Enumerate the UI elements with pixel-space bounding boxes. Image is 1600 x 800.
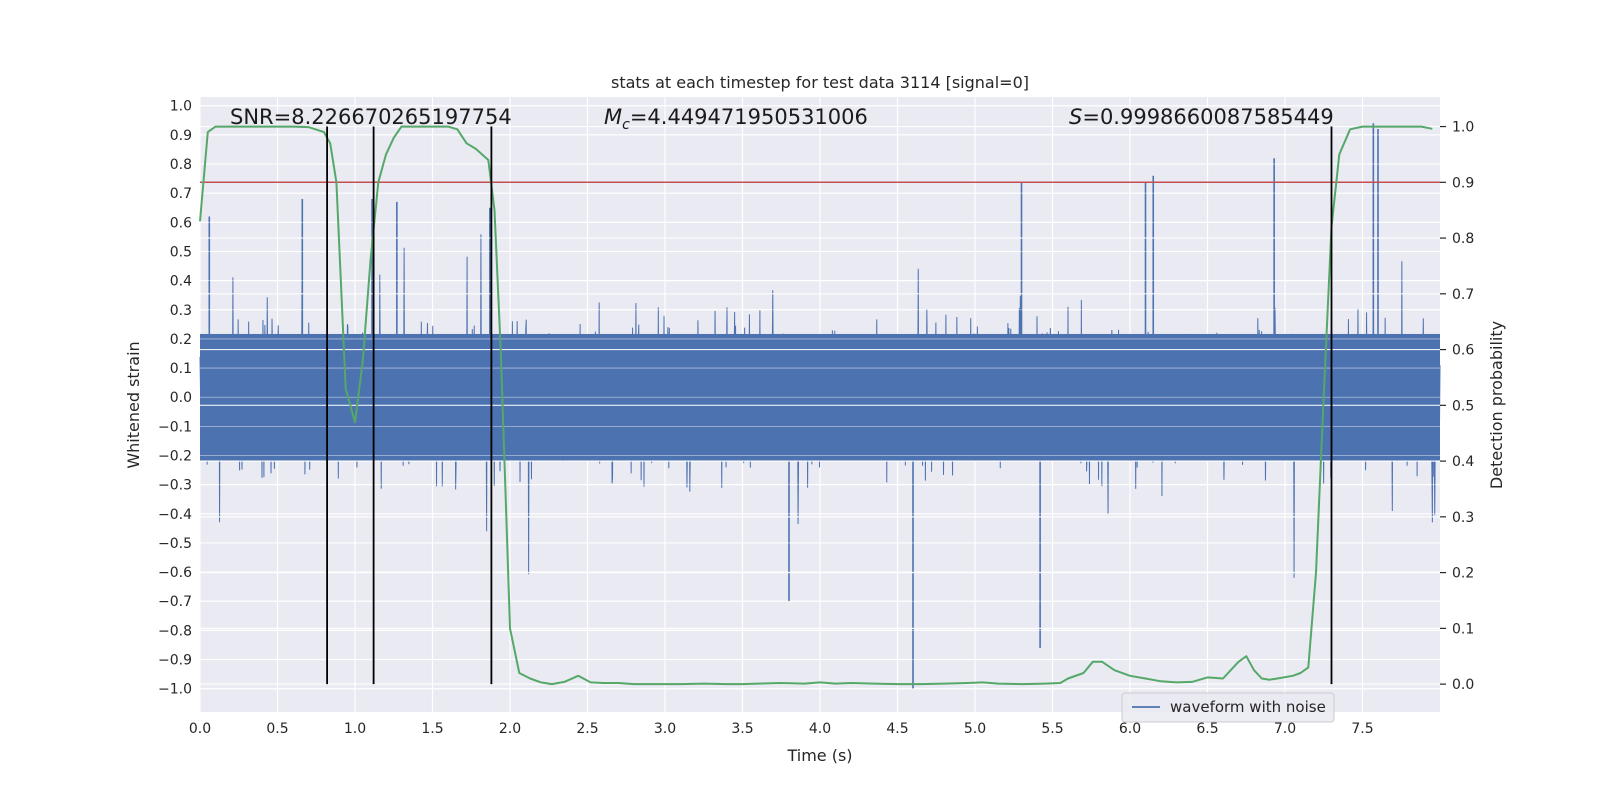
snr-annotation: SNR=8.226670265197754	[230, 105, 512, 129]
s-annotation: S=0.9998660087585449	[1069, 105, 1334, 129]
s-value: =0.9998660087585449	[1082, 105, 1333, 129]
y-left-tick-label-17: −0.7	[158, 594, 192, 610]
y-left-tick-label-12: −0.2	[158, 449, 192, 465]
y-right-tick-label-10: 0.0	[1452, 677, 1474, 693]
legend-box	[1121, 692, 1335, 723]
x-tick-label-4: 2.0	[499, 721, 521, 737]
y-axis-label-right: Detection probability	[1487, 321, 1506, 489]
y-left-tick-label-8: 0.2	[170, 332, 192, 348]
y-left-tick-label-19: −0.9	[158, 653, 192, 669]
chart-title: stats at each timestep for test data 311…	[611, 73, 1029, 92]
y-left-tick-label-2: 0.8	[170, 157, 192, 173]
y-left-tick-label-0: 1.0	[170, 99, 192, 115]
y-left-tick-label-10: 0.0	[170, 390, 192, 406]
y-left-tick-label-6: 0.4	[170, 274, 192, 290]
y-left-tick-label-4: 0.6	[170, 215, 192, 231]
y-right-tick-label-4: 0.6	[1452, 343, 1474, 359]
y-left-tick-label-15: −0.5	[158, 536, 192, 552]
x-tick-label-13: 6.5	[1196, 721, 1218, 737]
y-left-tick-label-5: 0.5	[170, 244, 192, 260]
mc-symbol: M	[604, 105, 622, 129]
x-tick-label-3: 1.5	[421, 721, 443, 737]
y-right-tick-label-5: 0.5	[1452, 398, 1474, 414]
y-left-tick-label-16: −0.6	[158, 565, 192, 581]
x-tick-label-9: 4.5	[886, 721, 908, 737]
mc-value: =4.449471950531006	[630, 105, 868, 129]
y-right-tick-label-6: 0.4	[1452, 454, 1474, 470]
x-ticks: 0.0 0.5 1.0 1.5 2.0 2.5 3.0 3.5 4.0 4.5 5.0 5.5 6.0 6…	[189, 721, 1374, 737]
y-axis-label-left: Whitened strain	[124, 341, 143, 468]
y-right-tick-label-2: 0.8	[1452, 231, 1474, 247]
y-left-tick-label-14: −0.4	[158, 507, 192, 523]
probability-line	[199, 125, 1433, 686]
y-left-ticks: 1.0 0.9 0.8 0.7 0.6 0.5 0.4 0.3 0.2 0.1 0.0 −0.1 −0.…	[158, 99, 192, 698]
y-left-tick-label-20: −1.0	[158, 682, 192, 698]
x-tick-label-2: 1.0	[344, 721, 366, 737]
mc-subscript: c	[622, 117, 630, 133]
x-tick-label-12: 6.0	[1119, 721, 1141, 737]
vertical-markers	[326, 126, 1333, 685]
y-right-tick-label-7: 0.3	[1452, 510, 1474, 526]
x-tick-label-14: 7.0	[1274, 721, 1296, 737]
y-right-tick-label-3: 0.7	[1452, 287, 1474, 303]
x-tick-label-15: 7.5	[1351, 721, 1373, 737]
y-left-tick-label-13: −0.3	[158, 478, 192, 494]
x-tick-label-11: 5.5	[1041, 721, 1063, 737]
x-tick-label-1: 0.5	[266, 721, 288, 737]
x-tick-label-6: 3.0	[654, 721, 676, 737]
probability-group	[199, 125, 1433, 686]
y-right-tick-label-8: 0.2	[1452, 566, 1474, 582]
waveform-series	[199, 105, 1441, 690]
legend-entry-label: waveform with noise	[1170, 698, 1326, 716]
y-right-tick-label-9: 0.1	[1452, 621, 1474, 637]
y-left-tick-label-3: 0.7	[170, 186, 192, 202]
y-right-ticks: 1.0 0.9 0.8 0.7 0.6 0.5 0.4 0.3 0.2 0.1 0.0	[1440, 120, 1474, 693]
x-tick-label-8: 4.0	[809, 721, 831, 737]
y-left-tick-label-18: −0.8	[158, 623, 192, 639]
y-right-tick-label-0: 1.0	[1452, 120, 1474, 136]
y-left-tick-label-11: −0.1	[158, 419, 192, 435]
s-symbol: S	[1069, 105, 1082, 129]
legend: waveform with noise	[1121, 692, 1335, 723]
x-tick-label-0: 0.0	[189, 721, 211, 737]
y-right-tick-label-1: 0.9	[1452, 175, 1474, 191]
y-left-tick-label-7: 0.3	[170, 303, 192, 319]
x-tick-label-5: 2.5	[576, 721, 598, 737]
chirp-mass-annotation: Mc=4.449471950531006	[604, 105, 868, 133]
x-axis-label: Time (s)	[786, 746, 852, 765]
x-tick-label-10: 5.0	[964, 721, 986, 737]
y-left-tick-label-9: 0.1	[170, 361, 192, 377]
y-left-tick-label-1: 0.9	[170, 128, 192, 144]
x-tick-label-7: 3.5	[731, 721, 753, 737]
